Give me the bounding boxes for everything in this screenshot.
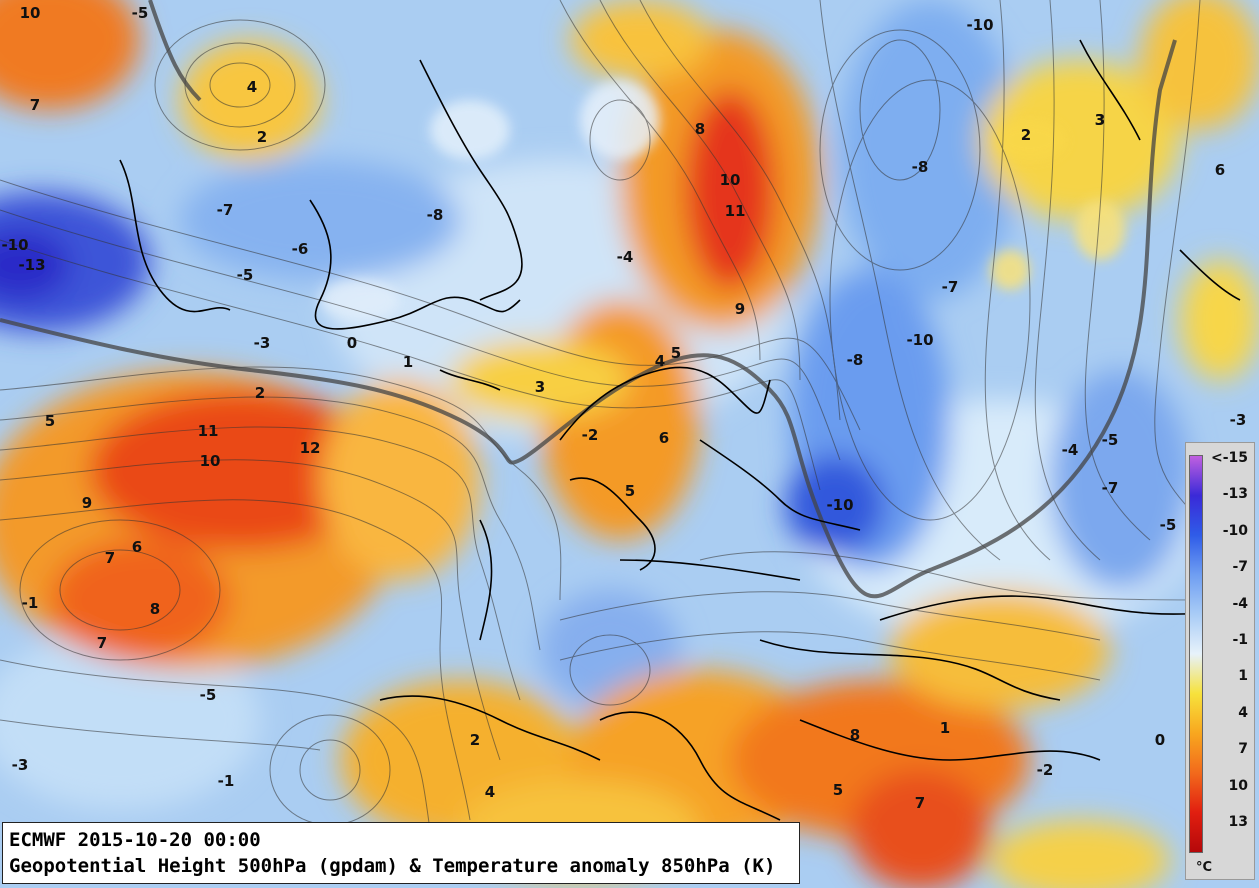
- legend-tick: 13: [1228, 814, 1248, 830]
- anomaly-value-label: -8: [847, 351, 864, 369]
- anomaly-value-label: 7: [97, 634, 107, 652]
- legend-color-bar: [1189, 455, 1203, 853]
- anomaly-value-label: 10: [20, 4, 41, 22]
- anomaly-value-label: -4: [1062, 441, 1079, 459]
- legend-tick: 7: [1238, 741, 1248, 758]
- anomaly-value-label: 2: [255, 384, 265, 402]
- anomaly-value-label: 5: [625, 482, 635, 500]
- anomaly-value-label: -8: [912, 158, 929, 176]
- anomaly-value-label: 0: [347, 334, 357, 352]
- legend-tick: -13: [1222, 486, 1248, 503]
- anomaly-value-label: 3: [535, 378, 545, 396]
- anomaly-detail: [320, 80, 1125, 320]
- anomaly-value-label: -7: [942, 278, 959, 296]
- anomaly-value-label: 7: [105, 549, 115, 567]
- parameter-title: Geopotential Height 500hPa (gpdam) & Tem…: [9, 855, 776, 877]
- legend-tick: -1: [1232, 632, 1248, 648]
- geopotential-contours: [0, 0, 1251, 831]
- anomaly-value-label: -2: [1037, 761, 1054, 779]
- anomaly-value-label: -7: [1102, 479, 1119, 497]
- anomaly-value-label: 7: [30, 96, 40, 114]
- anomaly-value-label: -3: [1230, 411, 1247, 429]
- anomaly-value-label: 6: [1215, 161, 1225, 179]
- anomaly-value-label: -5: [1160, 516, 1177, 534]
- anomaly-value-label: -1: [22, 594, 39, 612]
- anomaly-value-label: -3: [12, 756, 29, 774]
- anomaly-value-label: 0: [1155, 731, 1165, 749]
- anomaly-value-label: -1: [218, 772, 235, 790]
- anomaly-value-label: 4: [485, 783, 495, 801]
- anomaly-value-label: -7: [217, 201, 234, 219]
- anomaly-value-label: 3: [1095, 111, 1105, 129]
- anomaly-value-label: -10: [906, 331, 933, 349]
- legend-unit: °C: [1196, 860, 1213, 875]
- anomaly-value-label: -13: [18, 256, 45, 274]
- anomaly-value-label: 11: [725, 202, 746, 220]
- anomaly-value-label: 6: [132, 538, 142, 556]
- anomaly-value-label: -8: [427, 206, 444, 224]
- anomaly-value-label: 2: [470, 731, 480, 749]
- anomaly-value-label: 2: [1021, 126, 1031, 144]
- anomaly-value-label: 9: [82, 494, 92, 512]
- anomaly-value-label: -10: [1, 236, 28, 254]
- anomaly-value-label: -5: [237, 266, 254, 284]
- anomaly-value-label: 5: [45, 412, 55, 430]
- legend-tick: -7: [1232, 559, 1248, 576]
- anomaly-value-label: 1: [403, 353, 413, 371]
- map-labels: 10 -5742-10-13-7-5-3511101297687-1-5-3-10…: [1, 4, 1246, 812]
- anomaly-value-label: 12: [300, 439, 321, 457]
- anomaly-value-label: -10: [966, 16, 993, 34]
- anomaly-value-label: 7: [915, 794, 925, 812]
- anomaly-value-label: 5: [833, 781, 843, 799]
- anomaly-value-label: 4: [655, 352, 665, 370]
- map-title-box: ECMWF 2015-10-20 00:00 Geopotential Heig…: [2, 822, 800, 884]
- model-run-title: ECMWF 2015-10-20 00:00: [9, 829, 261, 851]
- anomaly-value-label: 8: [150, 600, 160, 618]
- anomaly-value-label: 1: [940, 719, 950, 737]
- anomaly-value-label: 5: [671, 344, 681, 362]
- anomaly-value-label: 2: [257, 128, 267, 146]
- anomaly-value-label: -5: [1102, 431, 1119, 449]
- anomaly-value-label: -4: [617, 248, 634, 266]
- thick-height-contours: [0, 0, 1177, 599]
- legend-tick: -10: [1222, 522, 1248, 539]
- anomaly-value-label: 3: [1095, 111, 1105, 129]
- anomaly-value-label: -6: [292, 240, 309, 258]
- anomaly-value-label: -2: [582, 426, 599, 444]
- anomaly-value-label: 8: [695, 120, 705, 138]
- legend-tick: 10: [1228, 777, 1248, 794]
- temperature-legend: <-15 -13 -10 -7 -4 -1 1 4 7 10 13 °C: [1185, 442, 1255, 880]
- anomaly-value-label: 8: [850, 726, 860, 744]
- coastlines: [119, 39, 1241, 821]
- anomaly-value-label: 10: [200, 452, 221, 470]
- anomaly-value-label: 10: [720, 171, 741, 189]
- anomaly-value-label: 9: [735, 300, 745, 318]
- legend-tick: <-15: [1210, 450, 1248, 466]
- anomaly-value-label: 6: [659, 429, 669, 447]
- legend-tick: -4: [1232, 595, 1248, 612]
- anomaly-value-label: 4: [247, 78, 257, 96]
- anomaly-value-label: -10: [826, 496, 853, 514]
- anomaly-value-label: -3: [254, 334, 271, 352]
- anomaly-value-label: 11: [198, 422, 219, 440]
- legend-tick: 1: [1238, 668, 1248, 685]
- legend-tick: 4: [1238, 704, 1248, 721]
- anomaly-value-label: -5: [132, 4, 149, 22]
- anomaly-value-label: -5: [200, 686, 217, 704]
